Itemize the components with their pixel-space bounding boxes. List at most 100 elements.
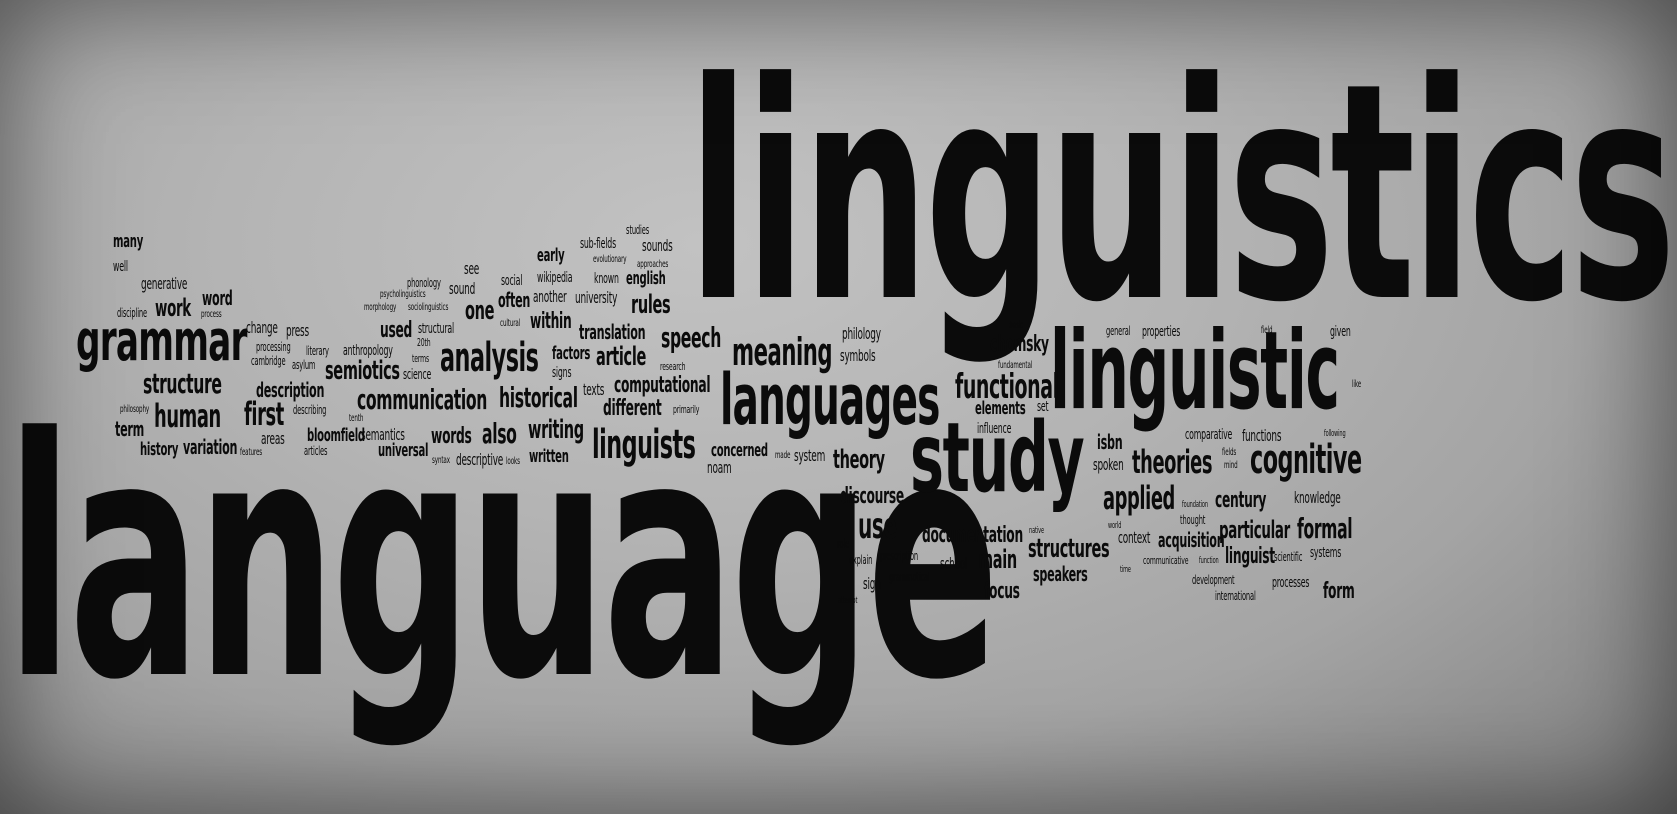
word-word: word bbox=[202, 286, 233, 310]
word-discipline: discipline bbox=[117, 306, 147, 320]
word-describing: describing bbox=[293, 403, 327, 417]
word-focus: focus bbox=[984, 579, 1020, 604]
word-features: features bbox=[240, 447, 263, 458]
word-asylum: asylum bbox=[292, 358, 316, 372]
word-acquisition: acquisition bbox=[1158, 528, 1225, 552]
word-cognitive: cognitive bbox=[1250, 437, 1362, 483]
word-form: form bbox=[1323, 579, 1355, 604]
word-psycholinguistics: psycholinguistics bbox=[380, 289, 426, 300]
word-20th: 20th bbox=[417, 336, 431, 349]
word-process: process bbox=[201, 309, 222, 320]
word-philosophy: philosophy bbox=[120, 404, 150, 415]
word-prescription: prescription bbox=[880, 549, 919, 563]
word-spoken: spoken bbox=[1093, 455, 1124, 474]
word-university: university bbox=[575, 288, 618, 307]
word-many: many bbox=[113, 231, 144, 252]
word-speech: speech bbox=[661, 321, 721, 354]
word-syntax: syntax bbox=[432, 455, 450, 466]
word-known: known bbox=[594, 271, 619, 287]
word-variation: variation bbox=[183, 435, 238, 459]
word-international: international bbox=[1215, 589, 1256, 603]
word-english: english bbox=[626, 268, 666, 289]
word-well: well bbox=[113, 259, 128, 275]
word-early: early bbox=[537, 245, 565, 266]
word-article: article bbox=[596, 342, 646, 372]
word-sounds: sounds bbox=[642, 236, 673, 255]
word-knowledge: knowledge bbox=[1294, 488, 1341, 507]
word-studies: studies bbox=[626, 223, 650, 237]
word-semantics: semantics bbox=[361, 425, 405, 444]
word-function: function bbox=[1199, 556, 1219, 566]
word-morphology: morphology bbox=[364, 302, 397, 313]
word-sign: sign bbox=[863, 574, 881, 593]
word-science: science bbox=[403, 367, 432, 383]
word-speakers: speakers bbox=[1033, 562, 1088, 586]
word-functional: functional bbox=[955, 367, 1059, 407]
word-computational: computational bbox=[614, 373, 711, 398]
word-fundamental: fundamental bbox=[998, 360, 1033, 371]
word-semiotics: semiotics bbox=[325, 356, 400, 386]
word-often: often bbox=[498, 288, 531, 312]
word-foundation: foundation bbox=[1182, 500, 1208, 510]
word-translation: translation bbox=[579, 320, 646, 344]
word-structures: structures bbox=[1028, 534, 1110, 564]
word-within: within bbox=[530, 309, 572, 334]
word-use: use bbox=[858, 506, 897, 547]
word-human: human bbox=[154, 397, 221, 435]
word-meaning: meaning bbox=[732, 330, 833, 374]
word-another: another bbox=[533, 287, 567, 306]
word-mind: mind bbox=[1224, 460, 1238, 471]
word-history: history bbox=[140, 439, 179, 460]
word-thought: thought bbox=[1180, 513, 1206, 527]
word-first: first bbox=[244, 395, 284, 433]
word-historical: historical bbox=[499, 381, 578, 414]
word-attempt: attempt bbox=[838, 596, 858, 606]
word-areas: areas bbox=[261, 429, 285, 448]
word-tenth: tenth bbox=[349, 413, 364, 424]
word-discourse: discourse bbox=[840, 484, 904, 509]
word-cambridge: cambridge bbox=[251, 354, 286, 368]
word-linguists: linguists bbox=[592, 422, 696, 468]
word-anthropology: anthropology bbox=[343, 343, 393, 359]
word-field: field bbox=[1261, 325, 1273, 336]
word-structural: structural bbox=[418, 321, 455, 337]
word-factors: factors bbox=[552, 343, 591, 364]
word-noam: noam bbox=[707, 458, 732, 477]
word-scientific: scientific bbox=[1274, 550, 1303, 564]
word-development: development bbox=[1192, 573, 1235, 587]
word-documentation: documentation bbox=[922, 523, 1023, 548]
word-also: also bbox=[482, 417, 517, 450]
word-change: change bbox=[246, 318, 278, 337]
word-world: world bbox=[1108, 521, 1122, 531]
word-literary: literary bbox=[306, 344, 329, 358]
word-sub-fields: sub-fields bbox=[580, 236, 616, 252]
word-formal: formal bbox=[1297, 512, 1353, 545]
word-sound: sound bbox=[449, 279, 476, 298]
word-different: different bbox=[603, 396, 662, 421]
word-particular: particular bbox=[1219, 516, 1290, 544]
word-written: written bbox=[529, 446, 569, 467]
word-following: following bbox=[1324, 429, 1346, 439]
word-research: research bbox=[660, 360, 686, 373]
word-systems: systems bbox=[1310, 545, 1342, 561]
word-processing: processing bbox=[256, 340, 291, 354]
word-communication: communication bbox=[357, 383, 488, 416]
word-communicative: communicative bbox=[1143, 554, 1189, 567]
word-processes: processes bbox=[1272, 575, 1310, 591]
word-description: description bbox=[256, 378, 325, 402]
word-primarily: primarily bbox=[673, 403, 700, 416]
word-elements: elements bbox=[975, 398, 1026, 419]
word-terms: terms bbox=[412, 352, 430, 365]
word-theories: theories bbox=[1132, 443, 1213, 481]
word-like: like bbox=[1352, 379, 1362, 390]
word-applied: applied bbox=[1103, 479, 1175, 517]
word-fields: fields bbox=[1222, 447, 1237, 458]
word-functions: functions bbox=[1242, 426, 1282, 445]
word-term: term bbox=[115, 417, 145, 441]
word-one: one bbox=[465, 296, 495, 326]
word-grammatical: grammatical bbox=[889, 570, 930, 584]
word-made: made bbox=[775, 450, 791, 461]
word-see: see bbox=[464, 259, 480, 278]
word-bloomfield: bloomfield bbox=[307, 425, 365, 446]
word-linguist: linguist bbox=[1225, 544, 1275, 569]
